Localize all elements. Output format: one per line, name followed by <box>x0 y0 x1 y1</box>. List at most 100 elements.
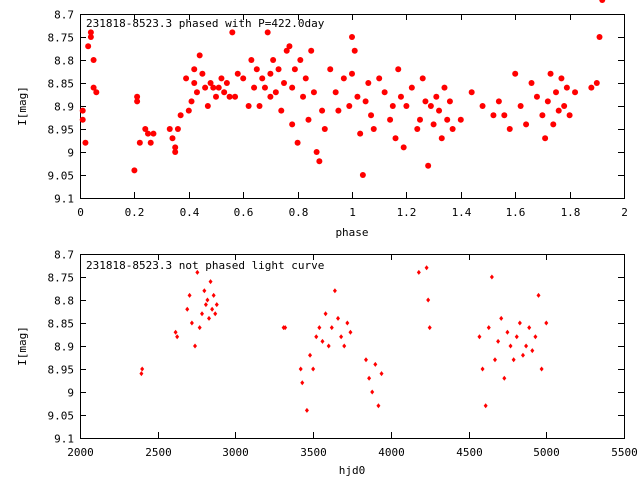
data-point <box>326 343 331 349</box>
data-point <box>87 29 94 36</box>
data-point <box>373 361 378 367</box>
data-point <box>561 103 568 109</box>
data-point <box>229 29 236 36</box>
data-point <box>588 84 595 91</box>
data-points <box>79 0 606 178</box>
y-tick-label: 8.9 <box>54 341 74 354</box>
data-point <box>505 329 510 335</box>
data-point <box>248 57 255 63</box>
y-tick-label: 8.7 <box>54 9 74 22</box>
x-tick-label: 1.8 <box>561 206 581 219</box>
x-tick-label: 4500 <box>456 446 483 459</box>
data-point <box>187 292 192 298</box>
data-point <box>140 366 145 372</box>
y-tick-label: 8.9 <box>54 101 74 114</box>
data-point <box>193 89 200 96</box>
data-point <box>446 98 453 105</box>
ticks: 0 0.2 0.4 0.6 0.8 1 1.2 1.4 1.6 1.8 2 8.7 8.75 8.8 8.8… <box>48 9 628 220</box>
data-point <box>422 98 429 105</box>
ticks: 2000 2500 3000 3500 4000 4500 5000 5500 8.7 8.75 8… <box>48 249 638 460</box>
data-point <box>492 357 497 363</box>
data-point <box>392 135 399 142</box>
data-point <box>174 126 181 132</box>
data-point <box>267 70 274 77</box>
data-point <box>87 34 94 40</box>
data-point <box>501 112 508 119</box>
data-point <box>486 325 491 331</box>
data-point <box>191 66 198 73</box>
data-point <box>134 93 141 100</box>
data-point <box>426 297 431 303</box>
data-point <box>208 279 213 285</box>
data-point <box>438 135 445 142</box>
data-point <box>196 52 203 59</box>
data-point <box>354 93 361 100</box>
data-point <box>226 93 233 100</box>
data-point <box>357 130 364 137</box>
data-point <box>316 158 323 165</box>
data-point <box>335 107 342 114</box>
data-points <box>139 265 549 413</box>
data-point <box>264 29 271 36</box>
plot-frame <box>80 254 625 439</box>
data-point <box>414 126 421 132</box>
data-point <box>199 70 206 77</box>
x-tick-label: 1.6 <box>506 206 526 219</box>
data-point <box>514 334 519 340</box>
x-tick-label: 0.2 <box>125 206 145 219</box>
x-tick-label: 1.2 <box>397 206 417 219</box>
data-point <box>283 47 290 54</box>
data-point <box>363 357 368 363</box>
data-point <box>139 371 144 377</box>
data-point <box>539 366 544 372</box>
data-point <box>349 70 355 77</box>
data-point <box>272 89 279 96</box>
data-point <box>300 93 307 100</box>
data-point <box>289 121 296 128</box>
data-point <box>232 93 239 100</box>
x-tick-label: 1 <box>349 206 356 219</box>
data-point <box>240 75 247 82</box>
data-point <box>142 126 149 132</box>
data-point <box>147 139 154 146</box>
data-point <box>308 352 313 358</box>
data-point <box>185 107 192 114</box>
data-point <box>213 93 219 100</box>
data-point <box>427 325 432 331</box>
data-point <box>566 112 573 119</box>
data-point <box>480 366 485 372</box>
data-point <box>223 80 230 86</box>
data-point <box>400 144 407 151</box>
data-point <box>202 288 207 294</box>
data-point <box>317 325 322 331</box>
data-point <box>340 75 347 82</box>
data-point <box>362 98 369 105</box>
data-point <box>489 274 494 280</box>
data-point <box>528 80 535 86</box>
data-point <box>416 269 421 275</box>
unphased-chart: 231818-8523.3 not phased light curve hjd… <box>16 249 638 478</box>
data-point <box>479 103 486 109</box>
y-tick-label: 8.75 <box>48 32 75 45</box>
data-point <box>211 292 216 298</box>
data-point <box>496 338 501 344</box>
data-point <box>544 320 549 326</box>
data-point <box>387 116 394 123</box>
data-point <box>381 89 388 96</box>
data-point <box>197 325 202 331</box>
data-point <box>367 375 372 381</box>
data-point <box>327 66 334 73</box>
data-point <box>433 93 440 100</box>
data-point <box>424 265 429 271</box>
data-point <box>213 311 218 317</box>
data-point <box>342 343 347 349</box>
data-point <box>150 130 157 137</box>
data-point <box>323 311 328 317</box>
x-tick-label: 2500 <box>145 446 172 459</box>
data-point <box>85 43 92 50</box>
data-point <box>346 103 353 109</box>
plot-frame <box>80 14 625 199</box>
data-point <box>320 338 325 344</box>
data-point <box>321 126 328 132</box>
